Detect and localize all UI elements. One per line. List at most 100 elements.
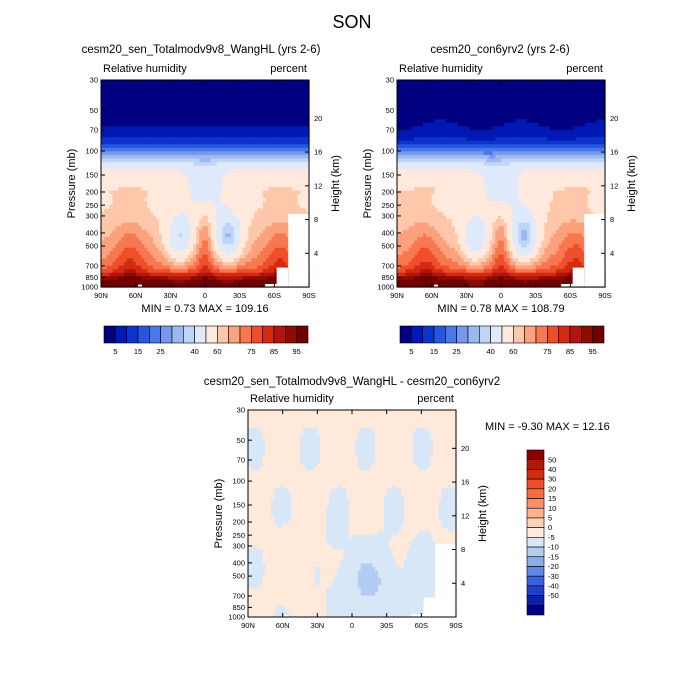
colorbar-label: 60 [509, 347, 517, 356]
y2-axis-title: Height (km) [626, 155, 638, 212]
colorbar-label: 5 [409, 347, 413, 356]
x-tick-label: 30S [233, 291, 246, 300]
colorbar-label: 0 [548, 523, 552, 532]
colorbar-swatch [581, 325, 593, 344]
x-tick-label: 90S [302, 291, 315, 300]
colorbar-swatch [558, 325, 571, 344]
y-tick-label: 850 [232, 603, 245, 612]
panel-con-relative-humidity: cesm20_con6yrv2 (yrs 2-6) Relative humidi… [362, 44, 638, 356]
colorbar-label: 15 [430, 347, 438, 356]
colorbar-swatch [160, 325, 173, 344]
colorbar-swatch [433, 325, 446, 344]
colorbar-label: -10 [548, 543, 559, 552]
x-tick-label: 30N [459, 291, 473, 300]
colorbar-swatch [526, 459, 545, 470]
colorbar-label: -50 [548, 591, 559, 600]
panel-title: cesm20_sen_Totalmodv9v8_WangHL - cesm20_… [204, 376, 500, 388]
x-tick-label: 0 [350, 621, 354, 630]
y2-tick-label: 12 [610, 181, 618, 190]
x-tick-label: 60N [129, 291, 143, 300]
y-axis-title: Pressure (mb) [66, 149, 78, 219]
colorbar-swatch [149, 325, 161, 344]
y-tick-label: 100 [85, 147, 98, 156]
colorbar-swatch [285, 325, 297, 344]
colorbar-label: -5 [548, 533, 555, 542]
y-tick-label: 400 [85, 229, 98, 238]
colorbar-swatch [526, 469, 545, 480]
contour-field [248, 410, 457, 618]
colorbar-swatch [296, 325, 309, 344]
y-tick-label: 500 [232, 572, 245, 581]
y-tick-label: 300 [381, 212, 394, 221]
y-tick-label: 500 [85, 242, 98, 251]
min-max-label: MIN = -9.30 MAX = 12.16 [485, 421, 610, 433]
y2-tick-label: 4 [610, 249, 614, 258]
colorbar-label: 60 [213, 347, 221, 356]
y-tick-label: 30 [386, 76, 394, 85]
y-tick-label: 850 [85, 273, 98, 282]
colorbar-label: 75 [247, 347, 255, 356]
y-tick-label: 50 [237, 436, 245, 445]
colorbar-swatch [490, 325, 503, 344]
colorbar-swatch [526, 488, 545, 499]
colorbar-label: 40 [486, 347, 494, 356]
colorbar-swatch [526, 575, 545, 587]
variable-label: Relative humidity [250, 393, 334, 405]
colorbar-swatch [526, 507, 545, 519]
colorbar-swatch [479, 325, 491, 344]
colorbar-label: 95 [292, 347, 300, 356]
panel-title: cesm20_sen_Totalmodv9v8_WangHL (yrs 2-6) [82, 44, 321, 56]
y-tick-label: 700 [85, 262, 98, 271]
y-tick-label: 850 [381, 273, 394, 282]
colorbar-swatch [592, 325, 605, 344]
y2-tick-label: 20 [610, 114, 618, 123]
y2-axis-title: Height (km) [477, 485, 489, 542]
y-tick-label: 150 [85, 171, 98, 180]
colorbar-swatch [262, 325, 275, 344]
x-tick-label: 0 [499, 291, 503, 300]
y-tick-label: 700 [381, 262, 394, 271]
x-tick-label: 60N [276, 621, 290, 630]
colorbar-swatch [445, 325, 457, 344]
panel-sen-relative-humidity: cesm20_sen_Totalmodv9v8_WangHL (yrs 2-6)… [66, 44, 342, 356]
colorbar-label: 15 [548, 494, 556, 503]
y-tick-label: 100 [381, 147, 394, 156]
y-tick-label: 1000 [377, 283, 394, 292]
y2-tick-label: 4 [314, 249, 318, 258]
colorbar-swatch [171, 325, 184, 344]
x-tick-label: 90S [598, 291, 611, 300]
topography-mask [284, 543, 456, 617]
colorbar-swatch [547, 325, 559, 344]
colorbar-label: 40 [190, 347, 198, 356]
y-tick-label: 200 [381, 188, 394, 197]
colorbar-swatch [273, 325, 286, 344]
x-tick-label: 0 [203, 291, 207, 300]
colorbar-label: 50 [548, 455, 556, 464]
x-tick-label: 60S [564, 291, 577, 300]
x-tick-label: 90S [449, 621, 462, 630]
colorbar-label: 40 [548, 465, 556, 474]
colorbar-swatch [526, 556, 545, 567]
y-axis-title: Pressure (mb) [362, 149, 374, 219]
colorbar-swatch [183, 325, 195, 344]
y2-tick-label: 4 [461, 579, 465, 588]
x-tick-label: 30S [529, 291, 542, 300]
x-tick-label: 60S [268, 291, 281, 300]
y2-tick-label: 20 [461, 444, 469, 453]
min-max-label: MIN = 0.78 MAX = 108.79 [437, 303, 564, 315]
y2-tick-label: 12 [461, 511, 469, 520]
y-tick-label: 400 [381, 229, 394, 238]
colorbar-label: 25 [156, 347, 164, 356]
colorbar-swatch [467, 325, 480, 344]
colorbar-swatch [228, 325, 241, 344]
y2-tick-label: 8 [314, 215, 318, 224]
y-tick-label: 50 [386, 106, 394, 115]
topography-mask [137, 213, 309, 287]
x-tick-label: 60S [415, 621, 428, 630]
panel-difference-relative-humidity: cesm20_sen_Totalmodv9v8_WangHL - cesm20_… [204, 376, 610, 630]
colorbar-label: 15 [134, 347, 142, 356]
x-tick-label: 30N [310, 621, 324, 630]
variable-label: Relative humidity [399, 63, 483, 75]
y2-tick-label: 8 [610, 215, 614, 224]
